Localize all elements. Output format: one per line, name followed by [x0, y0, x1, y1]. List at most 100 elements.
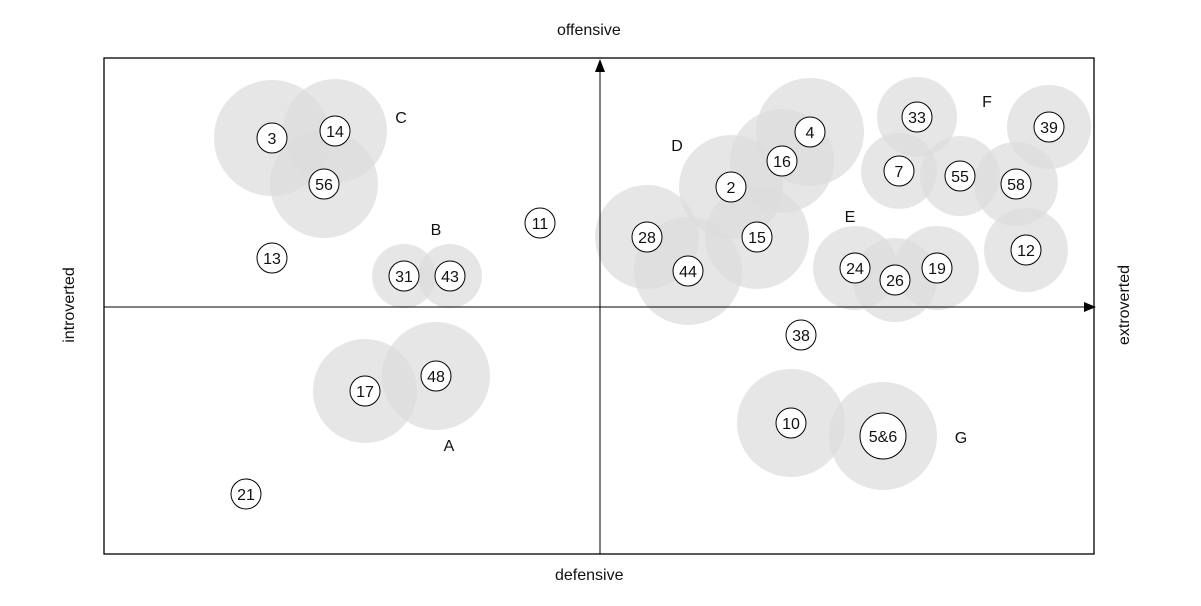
node-label: 24 — [846, 261, 864, 278]
node-10: 10 — [775, 407, 807, 439]
node-label: 56 — [315, 177, 333, 194]
node-label: 48 — [427, 369, 445, 386]
group-label-b: B — [431, 222, 442, 239]
group-label-e: E — [845, 209, 856, 226]
node-label: 15 — [748, 230, 766, 247]
node-3: 3 — [256, 122, 288, 154]
node-label: 4 — [806, 125, 815, 142]
node-56: 56 — [308, 168, 340, 200]
node-circle — [1000, 168, 1032, 200]
node-circle — [388, 260, 420, 292]
node-28: 28 — [631, 221, 663, 253]
node-48: 48 — [420, 360, 452, 392]
node-14: 14 — [319, 115, 351, 147]
node-33: 33 — [901, 101, 933, 133]
node-circle — [631, 221, 663, 253]
node-43: 43 — [434, 260, 466, 292]
node-label: 31 — [395, 269, 413, 286]
node-label: 7 — [895, 164, 904, 181]
node-17: 17 — [349, 375, 381, 407]
axis-label-bottom: defensive — [555, 567, 624, 584]
node-circle — [672, 255, 704, 287]
node-label: 39 — [1040, 120, 1058, 137]
node-label: 10 — [782, 416, 800, 433]
plot-frame — [103, 57, 1095, 555]
node-2: 2 — [715, 171, 747, 203]
axis-label-top: offensive — [557, 22, 621, 39]
node-circle — [1010, 234, 1042, 266]
node-13: 13 — [256, 242, 288, 274]
node-label: 14 — [326, 124, 344, 141]
group-label-f: F — [982, 94, 992, 111]
node-4: 4 — [794, 116, 826, 148]
horizontal-axis-arrow — [1084, 302, 1096, 312]
node-label: 44 — [679, 264, 697, 281]
node-label: 38 — [792, 328, 810, 345]
node-16: 16 — [766, 145, 798, 177]
node-label: 5&6 — [869, 429, 898, 446]
node-circle — [859, 412, 907, 460]
node-label: 13 — [263, 251, 281, 268]
node-label: 21 — [237, 487, 255, 504]
node-circle — [256, 122, 288, 154]
node-24: 24 — [839, 252, 871, 284]
node-circle — [901, 101, 933, 133]
node-circle — [256, 242, 288, 274]
group-label-c: C — [395, 110, 407, 127]
node-12: 12 — [1010, 234, 1042, 266]
node-label: 17 — [356, 384, 374, 401]
node-circle — [775, 407, 807, 439]
node-44: 44 — [672, 255, 704, 287]
node-label: 43 — [441, 269, 459, 286]
group-label-a: A — [444, 438, 455, 455]
node-5-6: 5&6 — [859, 412, 907, 460]
node-11: 11 — [524, 207, 556, 239]
node-circle — [883, 155, 915, 187]
node-circle — [349, 375, 381, 407]
node-label: 2 — [727, 180, 736, 197]
node-layer: 3 14 56 13 31 43 11 17 48 21 28 44 2 15 16 4 24 26 19 33 7 55… — [230, 101, 1065, 510]
node-circle — [319, 115, 351, 147]
node-circle — [839, 252, 871, 284]
node-label: 3 — [268, 131, 277, 148]
node-circle — [420, 360, 452, 392]
group-label-layer: A B C D E F G — [395, 94, 992, 455]
node-7: 7 — [883, 155, 915, 187]
group-label-d: D — [671, 138, 683, 155]
node-label: 58 — [1007, 177, 1025, 194]
node-circle — [308, 168, 340, 200]
node-19: 19 — [921, 252, 953, 284]
node-38: 38 — [785, 319, 817, 351]
node-label: 16 — [773, 154, 791, 171]
node-58: 58 — [1000, 168, 1032, 200]
node-55: 55 — [944, 160, 976, 192]
group-label-g: G — [955, 430, 967, 447]
node-label: 19 — [928, 261, 946, 278]
vertical-axis-arrow — [595, 59, 605, 72]
node-label: 11 — [532, 216, 549, 233]
node-circle — [879, 264, 911, 296]
node-circle — [1033, 111, 1065, 143]
node-26: 26 — [879, 264, 911, 296]
node-circle — [434, 260, 466, 292]
node-circle — [230, 478, 262, 510]
node-15: 15 — [741, 221, 773, 253]
node-label: 12 — [1017, 243, 1035, 260]
node-circle — [766, 145, 798, 177]
node-circle — [794, 116, 826, 148]
node-circle — [785, 319, 817, 351]
node-circle — [741, 221, 773, 253]
node-circle — [715, 171, 747, 203]
node-label: 26 — [886, 273, 904, 290]
node-circle — [944, 160, 976, 192]
node-label: 33 — [908, 110, 926, 127]
node-39: 39 — [1033, 111, 1065, 143]
node-31: 31 — [388, 260, 420, 292]
node-label: 55 — [951, 169, 969, 186]
node-circle — [921, 252, 953, 284]
node-21: 21 — [230, 478, 262, 510]
node-circle — [524, 207, 556, 239]
node-label: 28 — [638, 230, 656, 247]
